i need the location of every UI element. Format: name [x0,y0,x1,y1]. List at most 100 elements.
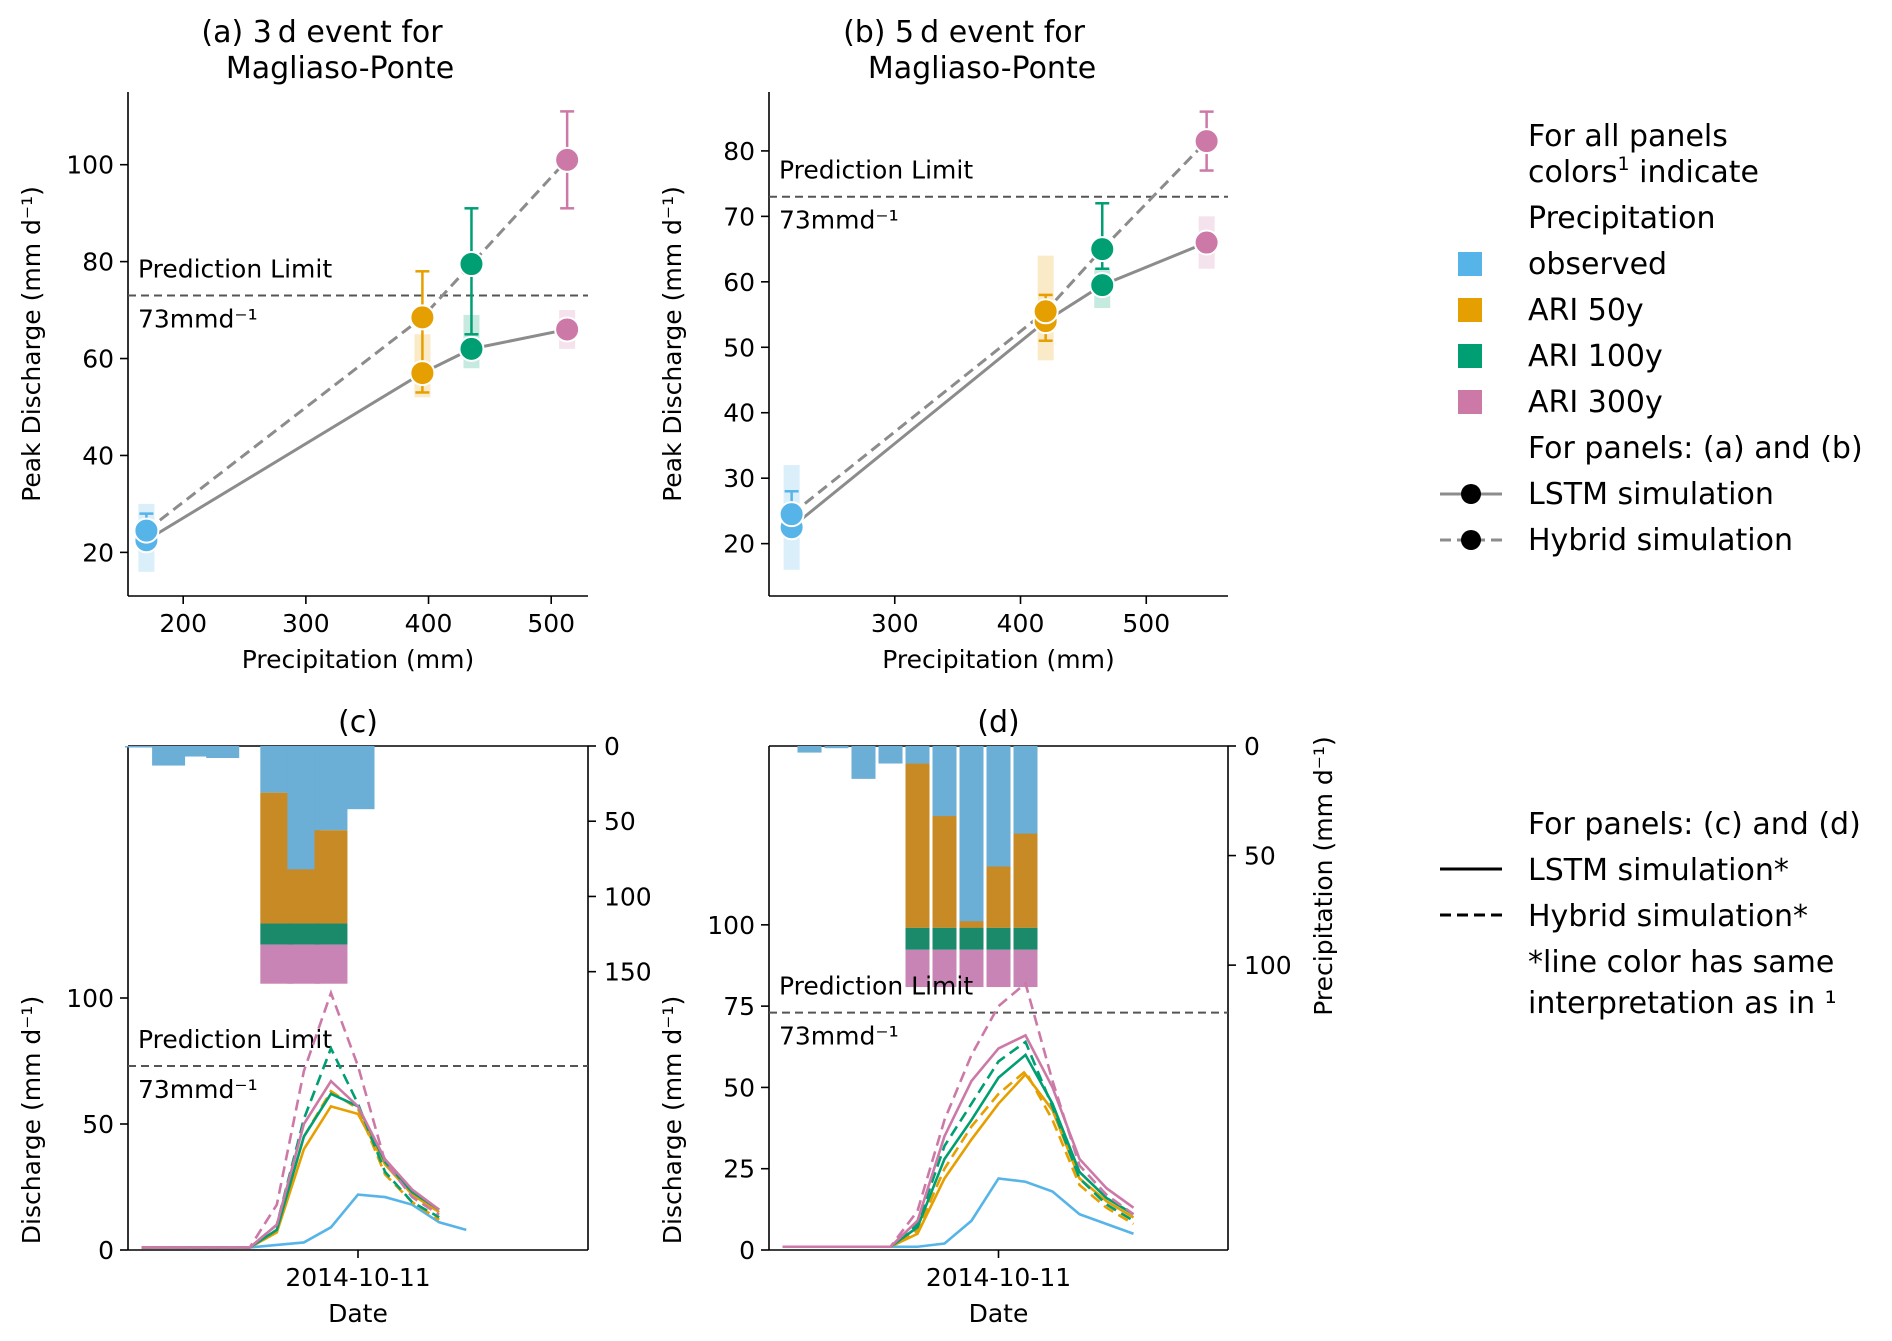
y-axis-label: Peak Discharge (mm d⁻¹) [658,186,687,502]
prediction-limit-unit: 73mmd⁻¹ [779,1022,899,1051]
ari50-precip-bar [314,830,348,924]
y-tick-label: 0 [98,1236,114,1265]
observed-precip-bar [206,746,240,759]
discharge-line-observed-solid [141,1193,467,1249]
hybrid-point [1032,298,1059,325]
discharge-line-observed-solid [782,1177,1134,1249]
ari100-precip-bar [959,927,984,950]
ari50-precip-bar [1013,833,1038,928]
legend-label-ari50: ARI 50y [1528,293,1644,328]
legend-lstm-label: LSTM simulation [1528,477,1774,512]
panel-title-line1: (b) 5 d event for [843,15,1086,50]
observed-precip-bar [1013,746,1038,834]
y2-tick-label: 0 [1244,732,1260,761]
hybrid-simulation-line [145,158,569,532]
panel-title: (d) [977,705,1019,740]
y-tick-label: 0 [739,1236,755,1265]
legend-label-observed: observed [1528,247,1667,282]
y-tick-label: 50 [723,1073,755,1102]
y-tick-label: 25 [723,1155,755,1184]
ari300-precip-bar [905,949,930,988]
ari100-precip-bar [260,923,294,945]
y-tick-label: 100 [66,984,114,1013]
hybrid-point [778,501,805,528]
panel-title-line2: Magliaso-Ponte [868,51,1096,86]
ari300-precip-bar [1013,949,1038,988]
x-tick-label: 2014-10-11 [926,1263,1071,1292]
ari50-precip-bar [959,921,984,928]
y-tick-label: 80 [82,248,114,277]
y-tick-label: 50 [82,1110,114,1139]
ari300-precip-bar [986,949,1011,988]
prediction-limit-label: Prediction Limit [779,972,973,1001]
ari100-precip-bar [1013,927,1038,950]
panel-c: (c) 0 50 100 0 50 100 150 2014-10-11 Date Discharg… [17,705,652,1328]
observed-precip-bar [797,746,822,753]
y-tick-label: 20 [82,538,114,567]
lstm-simulation-line [790,241,1208,529]
observed-precip-bar [905,746,930,764]
ari300-precip-bar [959,949,984,988]
legend-lstm-marker [1461,484,1481,504]
observed-precip-bar [824,746,849,749]
y2-tick-label: 100 [1244,951,1292,980]
y-tick-label: 60 [82,345,114,374]
discharge-line-ari300-dashed [141,989,440,1249]
ari300-precip-bar [314,944,348,984]
legend-note-1: *line color has same [1528,945,1834,980]
y-tick-label: 30 [723,464,755,493]
discharge-line-ari300-dashed [782,981,1135,1249]
hybrid-point [409,304,436,331]
y2-tick-label: 100 [604,882,652,911]
y-axis-label: Discharge (mm d⁻¹) [17,996,46,1244]
panel-title: (c) [338,705,378,740]
y2-tick-label: 0 [604,732,620,761]
legend-bottom: For panels: (c) and (d) LSTM simulation*… [1440,807,1861,1021]
y2-tick-label: 50 [604,807,636,836]
x-tick-label: 400 [997,609,1045,638]
legend-heading-2: colors1 indicate [1528,153,1759,190]
panel-d: (d) 0 25 50 75 100 0 50 100 2014-10-11 Date Dischar… [658,705,1338,1328]
x-tick-label: 200 [159,609,207,638]
legend-swatch-observed [1458,252,1482,276]
prediction-limit-unit: 73mmd⁻¹ [779,206,899,235]
y-tick-label: 100 [66,151,114,180]
x-tick-label: 300 [871,609,919,638]
panel-title-line1: (a) 3 d event for [201,15,443,50]
hybrid-point [1193,128,1220,155]
x-tick-label: 400 [405,609,453,638]
hybrid-simulation-line [790,140,1208,516]
x-tick-label: 300 [282,609,330,638]
panel-title-line2: Magliaso-Ponte [226,51,454,86]
lstm-point [409,360,436,387]
observed-precip-bar [986,746,1011,867]
hybrid-point [458,251,485,278]
x-axis-label: Date [969,1299,1029,1328]
prediction-limit-unit: 73mmd⁻¹ [138,1075,258,1104]
legend-cd-lstm-label: LSTM simulation* [1528,853,1789,888]
legend-label-ari100: ARI 100y [1528,339,1663,374]
prediction-limit-unit: 73mmd⁻¹ [138,305,258,334]
x-tick-label: 500 [527,609,575,638]
lstm-point [554,316,581,343]
legend-hybrid-marker [1461,530,1481,550]
legend-precip-title: Precipitation [1528,201,1716,236]
y-axis-label: Peak Discharge (mm d⁻¹) [17,186,46,502]
ari100-precip-bar [932,927,957,950]
discharge-line-ari100-solid [782,1052,1135,1249]
x-tick-label: 500 [1122,609,1170,638]
hybrid-point [1089,236,1116,263]
y-tick-label: 100 [707,911,755,940]
observed-precip-bar [959,746,984,922]
discharge-line-ari300-solid [141,1079,440,1249]
y-tick-label: 70 [723,202,755,231]
observed-precip-bar [152,746,186,766]
lstm-simulation-line [145,327,568,542]
y-tick-label: 75 [723,992,755,1021]
ari50-precip-bar [986,866,1011,928]
ari300-precip-bar [932,949,957,988]
lstm-point [1089,272,1116,299]
observed-precip-bar [851,746,876,779]
legend-ab-title: For panels: (a) and (b) [1528,431,1863,466]
